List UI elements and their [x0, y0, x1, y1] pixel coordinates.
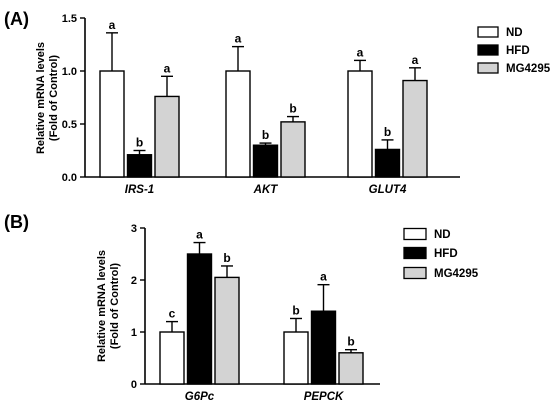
- panel-a-bar-nd: [99, 70, 125, 178]
- panel-a-category-label: IRS-1: [125, 184, 154, 196]
- panel-a-significance-letter: a: [357, 45, 364, 59]
- panel-b-significance-letter: c: [169, 307, 176, 321]
- panel-b-legend-swatch: [403, 266, 427, 280]
- panel-a-label: (A): [4, 9, 29, 29]
- panel-a-bar-hfd: [126, 154, 153, 178]
- panel-b-y-axis-title: (Fold of Control): [109, 263, 121, 349]
- panel-b-significance-letter: a: [320, 270, 327, 284]
- panel-b-y-tick-label: 3: [131, 223, 137, 235]
- panel-b-legend-label: MG4295: [434, 268, 479, 280]
- panel-b-bar-nd: [283, 331, 309, 385]
- panel-a-significance-letter: a: [235, 32, 242, 46]
- panel-b-y-tick-label: 2: [131, 275, 137, 287]
- panel-a-significance-letter: a: [164, 61, 171, 75]
- panel-b-y-tick-label: 1: [131, 327, 137, 339]
- panel-b-significance-letter: b: [347, 335, 354, 349]
- panel-a-significance-letter: a: [412, 53, 419, 67]
- panel-a-y-tick-label: 0.5: [62, 119, 77, 131]
- panel-a-category-label: GLUT4: [369, 184, 407, 196]
- panel-b-bar-mg4295: [214, 276, 240, 385]
- panel-b-legend-label: HFD: [434, 248, 458, 260]
- panel-b-significance-letter: b: [223, 251, 230, 265]
- panel-a-significance-letter: b: [262, 128, 269, 142]
- panel-a-y-axis-title: (Fold of Control): [48, 55, 60, 141]
- panel-a-significance-letter: b: [289, 102, 296, 116]
- panel-b-y-tick-label: 0: [131, 379, 137, 391]
- panel-a-significance-letter: b: [136, 136, 143, 150]
- panel-a-legend-label: HFD: [506, 45, 530, 57]
- panel-a-legend-swatch: [477, 26, 499, 38]
- panel-b-label: (B): [4, 212, 29, 232]
- panel-b-significance-letter: a: [196, 228, 203, 242]
- panel-a-y-axis-title: Relative mRNA levels: [35, 42, 47, 154]
- panel-a-y-tick-label: 1.0: [62, 66, 77, 78]
- panel-b-y-axis-title: Relative mRNA levels: [96, 250, 108, 362]
- panel-a-bar-hfd: [252, 144, 279, 178]
- panel-b-category-label: G6Pc: [185, 391, 215, 403]
- panel-b-legend-swatch: [403, 227, 427, 241]
- panel-a-y-tick-label: 0.0: [62, 172, 77, 184]
- panel-b-bar-nd: [159, 331, 185, 385]
- panel-a-bar-nd: [225, 70, 251, 178]
- panel-a-legend-swatch: [477, 62, 499, 74]
- panel-a-bar-mg4295: [154, 95, 180, 178]
- panel-a-bar-mg4295: [280, 121, 306, 178]
- panel-a-legend-swatch: [477, 44, 499, 56]
- panel-b-category-label: PEPCK: [304, 391, 344, 403]
- panel-a-category-label: AKT: [253, 184, 279, 196]
- panel-b-bar-hfd: [310, 310, 337, 385]
- panel-b-legend-label: ND: [434, 229, 451, 241]
- panel-a-legend-label: ND: [506, 27, 523, 39]
- panel-a-significance-letter: b: [384, 125, 391, 139]
- panel-b-legend-swatch: [403, 246, 427, 260]
- panel-a-significance-letter: a: [109, 18, 116, 32]
- panel-b-bar-hfd: [186, 253, 213, 385]
- panel-a-bar-mg4295: [402, 79, 428, 178]
- panel-a-y-tick-label: 1.5: [62, 13, 77, 25]
- panel-a-bar-nd: [347, 70, 373, 178]
- panel-a-bar-hfd: [374, 148, 401, 178]
- panel-b-significance-letter: b: [292, 303, 299, 317]
- panel-a-legend-label: MG4295: [506, 63, 550, 75]
- panel-b-bar-mg4295: [338, 352, 364, 385]
